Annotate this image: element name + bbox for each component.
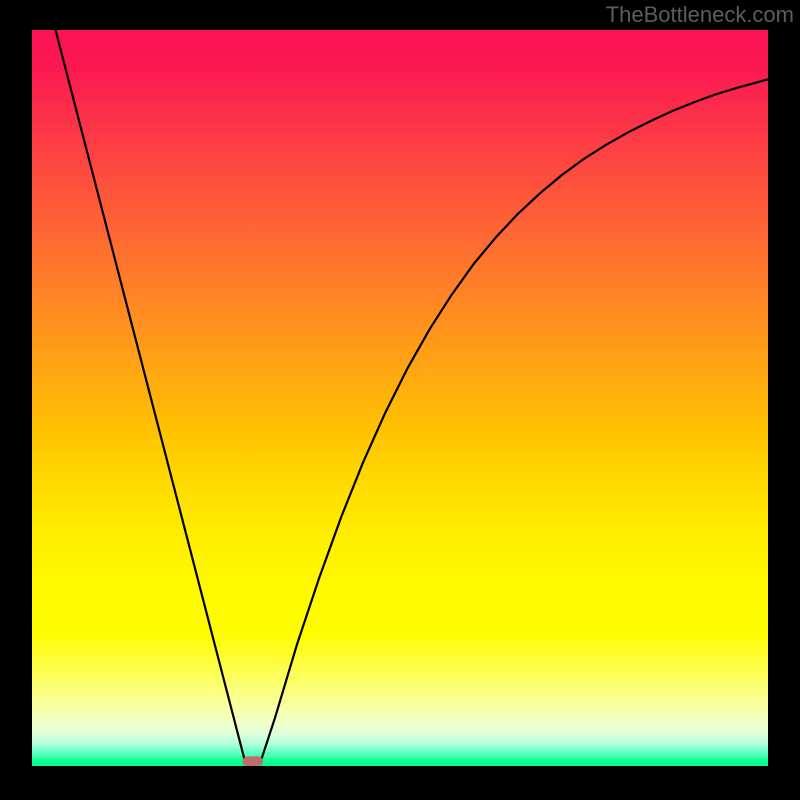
minimum-marker — [243, 756, 264, 766]
plot-background — [32, 30, 768, 766]
watermark-text: TheBottleneck.com — [606, 2, 794, 28]
chart-container: TheBottleneck.com — [0, 0, 800, 800]
bottleneck-chart — [0, 0, 800, 800]
